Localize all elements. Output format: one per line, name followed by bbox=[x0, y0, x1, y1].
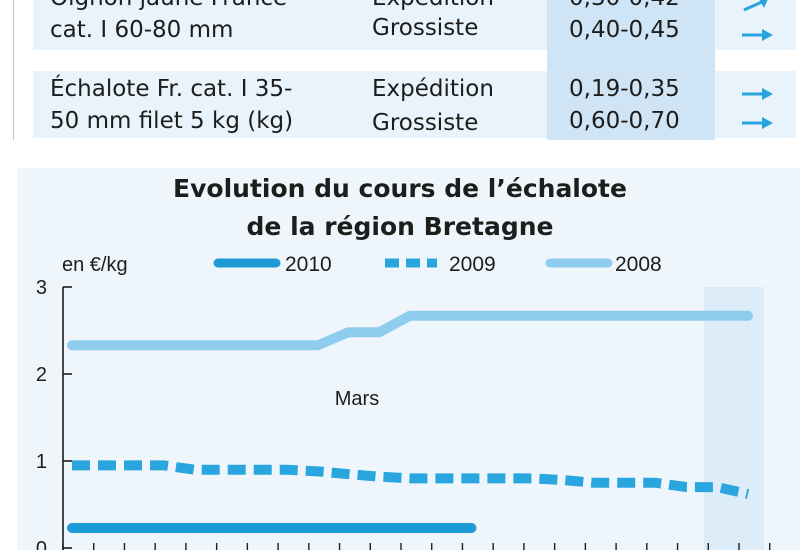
table-left-border bbox=[13, 0, 14, 140]
up-arrow-icon bbox=[743, 0, 768, 12]
series-line-2009 bbox=[72, 460, 750, 499]
y-axis-label: en €/kg bbox=[62, 254, 128, 276]
chart-annotation: Mars bbox=[335, 388, 379, 410]
right-arrow-icon bbox=[742, 29, 773, 41]
right-arrow-icon bbox=[742, 88, 773, 100]
legend-label-2008: 2008 bbox=[615, 253, 662, 276]
right-arrow-icon bbox=[742, 117, 773, 129]
legend-label-2009: 2009 bbox=[449, 253, 496, 276]
market-stage: Grossiste bbox=[372, 110, 479, 136]
price-range: 0,40-0,45 bbox=[569, 17, 680, 43]
chart-title: Evolution du cours de l’échalote bbox=[173, 174, 627, 203]
series-layer bbox=[67, 310, 753, 533]
y-tick-label: 0 bbox=[36, 538, 47, 550]
market-stage: Expédition bbox=[372, 0, 494, 14]
plot-shaded-region bbox=[704, 287, 764, 550]
chart-subtitle: de la région Bretagne bbox=[246, 212, 554, 241]
product-name: cat. I 60-80 mm bbox=[50, 17, 234, 43]
price-column-highlight bbox=[547, 0, 715, 140]
y-tick-label: 2 bbox=[36, 364, 47, 386]
legend-label-2010: 2010 bbox=[285, 253, 332, 276]
product-name: Échalote Fr. cat. I 35- bbox=[50, 76, 293, 102]
market-stage: Grossiste bbox=[372, 15, 479, 41]
series-line-2008 bbox=[67, 310, 753, 351]
chart-legend: 2010 2009 2008 bbox=[213, 253, 662, 276]
chart-axes: 0 1 2 3 bbox=[36, 277, 771, 550]
price-range: 0,60-0,70 bbox=[569, 108, 680, 134]
product-name: Oignon jaune France bbox=[50, 0, 287, 14]
product-name: 50 mm filet 5 kg (kg) bbox=[50, 108, 294, 134]
market-stage: Expédition bbox=[372, 76, 494, 102]
price-table: Oignon jaune France cat. I 60-80 mm Expé… bbox=[0, 0, 800, 152]
y-tick-label: 3 bbox=[36, 277, 47, 299]
y-tick-label: 1 bbox=[36, 451, 47, 473]
price-range: 0,19-0,35 bbox=[569, 76, 680, 102]
price-range: 0,30-0,42 bbox=[569, 0, 680, 14]
